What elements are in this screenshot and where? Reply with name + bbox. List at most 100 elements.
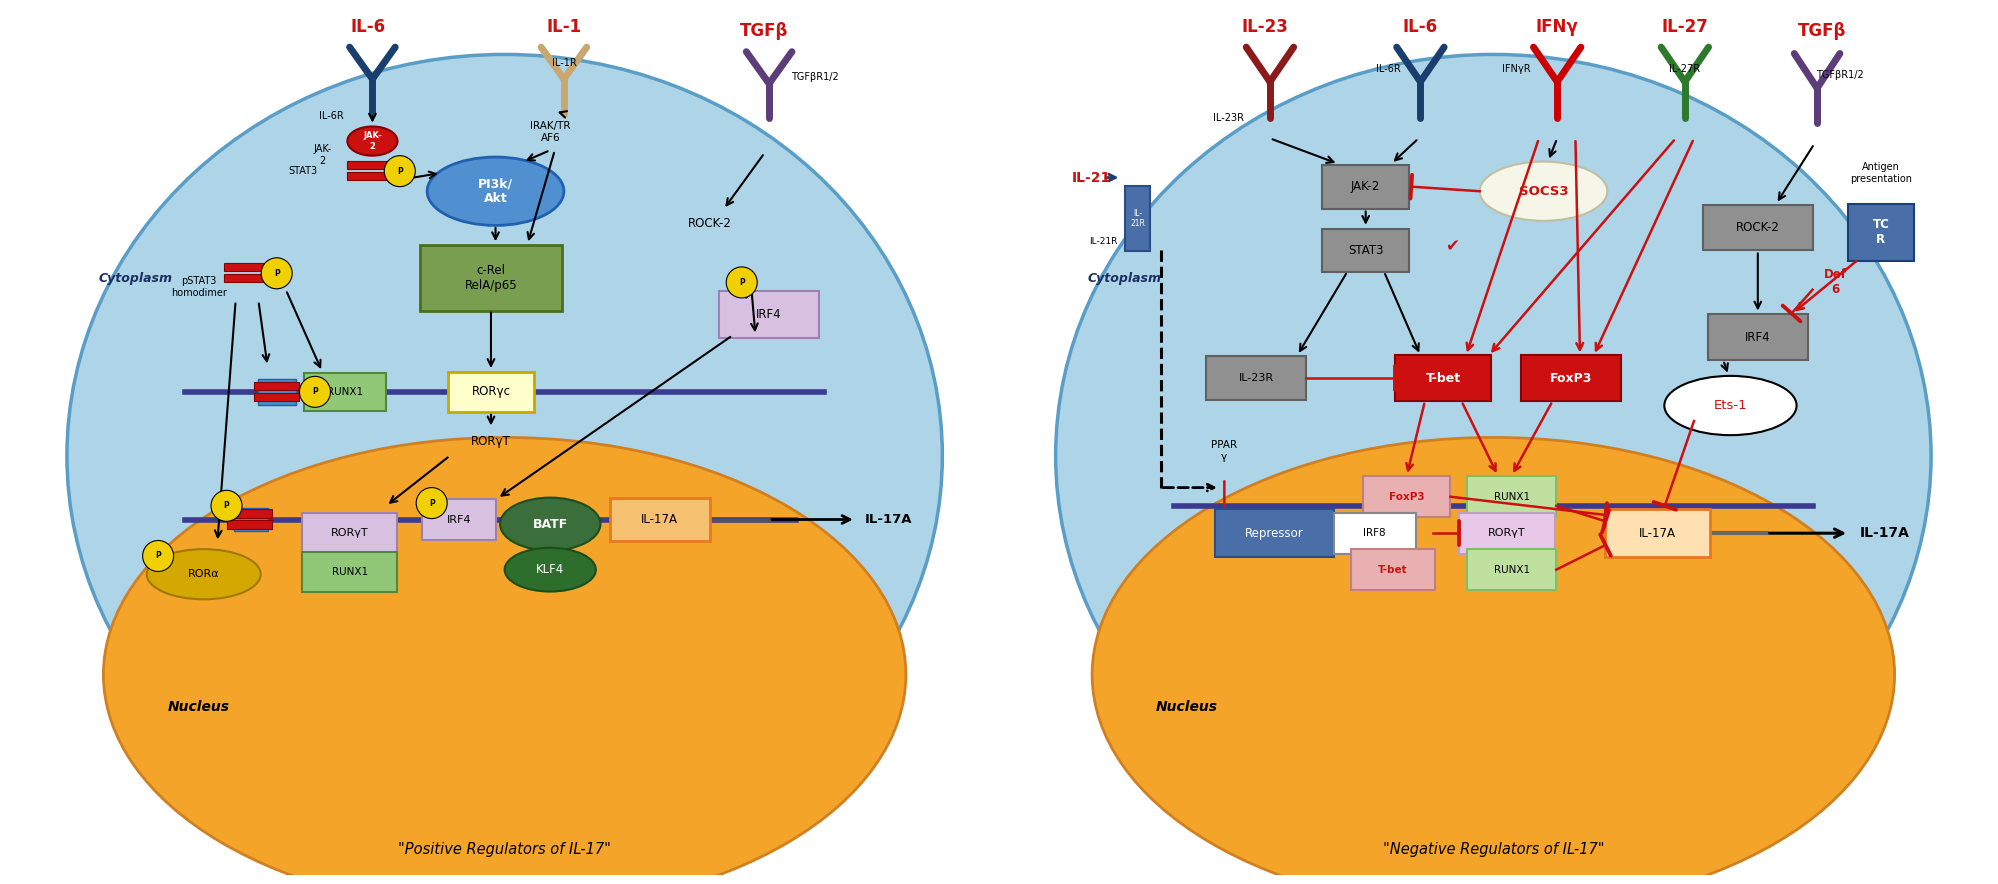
FancyBboxPatch shape <box>1323 164 1409 209</box>
Text: P: P <box>156 552 162 560</box>
FancyBboxPatch shape <box>348 161 398 170</box>
Text: IRF4: IRF4 <box>448 514 472 524</box>
FancyBboxPatch shape <box>1702 205 1812 250</box>
Text: IRAK/TR
AF6: IRAK/TR AF6 <box>529 121 571 142</box>
Text: RUNX1: RUNX1 <box>328 387 364 397</box>
Text: P: P <box>430 499 436 507</box>
Text: Cytoplasm: Cytoplasm <box>1087 272 1161 286</box>
FancyBboxPatch shape <box>254 382 300 390</box>
Circle shape <box>725 267 757 298</box>
Ellipse shape <box>146 549 260 599</box>
Text: IL-6R: IL-6R <box>320 111 344 121</box>
Text: IL-23: IL-23 <box>1243 18 1289 35</box>
FancyBboxPatch shape <box>224 263 274 271</box>
Text: IL-6: IL-6 <box>350 18 386 35</box>
Text: Nucleus: Nucleus <box>168 700 230 714</box>
Text: T-bet: T-bet <box>1427 371 1461 385</box>
Text: ROCK-2: ROCK-2 <box>687 217 731 230</box>
FancyBboxPatch shape <box>1848 204 1914 261</box>
FancyBboxPatch shape <box>1459 513 1554 553</box>
Text: FoxP3: FoxP3 <box>1389 492 1425 502</box>
Text: Def
6: Def 6 <box>1824 269 1846 296</box>
FancyBboxPatch shape <box>1708 315 1808 360</box>
Text: TGFβR1/2: TGFβR1/2 <box>1816 70 1864 80</box>
Text: ROCK-2: ROCK-2 <box>1736 221 1780 234</box>
Text: P: P <box>398 167 404 176</box>
FancyBboxPatch shape <box>1604 509 1710 557</box>
Text: IL-6R: IL-6R <box>1377 65 1401 74</box>
Circle shape <box>300 377 330 408</box>
Text: P: P <box>274 269 280 278</box>
Text: c-Rel
RelA/p65: c-Rel RelA/p65 <box>466 263 517 292</box>
Circle shape <box>384 156 416 187</box>
FancyBboxPatch shape <box>1467 549 1556 591</box>
FancyBboxPatch shape <box>1363 476 1451 517</box>
FancyBboxPatch shape <box>226 521 272 529</box>
Text: STAT3: STAT3 <box>1349 244 1383 257</box>
Text: IL-
21R: IL- 21R <box>1131 209 1145 228</box>
Ellipse shape <box>505 548 595 591</box>
FancyBboxPatch shape <box>1351 549 1435 591</box>
FancyBboxPatch shape <box>1467 476 1556 517</box>
Text: RUNX1: RUNX1 <box>332 568 368 577</box>
Text: IRF4: IRF4 <box>757 308 781 321</box>
Text: TGFβR1/2: TGFβR1/2 <box>791 72 839 82</box>
Text: Antigen
presentation: Antigen presentation <box>1850 162 1912 184</box>
FancyBboxPatch shape <box>226 509 272 518</box>
Text: IL-6: IL-6 <box>1403 18 1439 35</box>
Text: RORγc: RORγc <box>472 385 509 399</box>
Ellipse shape <box>500 498 599 551</box>
Text: RORγT: RORγT <box>472 436 511 448</box>
Text: IL-21R: IL-21R <box>1089 237 1117 246</box>
Circle shape <box>262 258 292 289</box>
Text: IL-23R: IL-23R <box>1239 373 1275 383</box>
Text: IRF4: IRF4 <box>1744 331 1770 344</box>
Text: IL-17A: IL-17A <box>1860 526 1910 540</box>
Ellipse shape <box>1481 162 1606 221</box>
FancyBboxPatch shape <box>422 499 496 539</box>
Text: IL-23R: IL-23R <box>1213 113 1245 123</box>
Text: RORγT: RORγT <box>1489 529 1526 538</box>
Text: PI3k/
Akt: PI3k/ Akt <box>478 177 513 205</box>
FancyBboxPatch shape <box>1125 186 1151 251</box>
Ellipse shape <box>1055 55 1932 857</box>
Text: IL-17A: IL-17A <box>1638 527 1676 540</box>
Text: IL-21: IL-21 <box>1073 171 1111 185</box>
FancyBboxPatch shape <box>258 379 296 405</box>
Circle shape <box>142 540 174 571</box>
FancyBboxPatch shape <box>1215 509 1335 557</box>
FancyBboxPatch shape <box>304 373 386 411</box>
Text: T-bet: T-bet <box>1379 565 1409 575</box>
Text: JAK-
2: JAK- 2 <box>364 132 382 151</box>
FancyBboxPatch shape <box>448 372 533 412</box>
Text: Cytoplasm: Cytoplasm <box>98 272 174 286</box>
Circle shape <box>416 488 448 519</box>
FancyBboxPatch shape <box>1520 355 1620 401</box>
Ellipse shape <box>104 438 905 884</box>
FancyBboxPatch shape <box>1395 355 1491 401</box>
Text: pSTAT3
homodimer: pSTAT3 homodimer <box>172 276 228 298</box>
Text: TGFβ: TGFβ <box>1798 22 1846 40</box>
Text: IL-27: IL-27 <box>1662 18 1708 35</box>
FancyBboxPatch shape <box>719 291 819 338</box>
Text: STAT3: STAT3 <box>288 166 318 176</box>
Text: ✔: ✔ <box>1445 237 1459 255</box>
FancyBboxPatch shape <box>1323 229 1409 272</box>
Text: Nucleus: Nucleus <box>1157 700 1219 714</box>
Text: Repressor: Repressor <box>1245 527 1305 540</box>
Ellipse shape <box>348 126 398 156</box>
Ellipse shape <box>1664 376 1796 435</box>
Text: P: P <box>224 501 230 510</box>
Text: RUNX1: RUNX1 <box>1495 565 1530 575</box>
Text: RUNX1: RUNX1 <box>1495 492 1530 502</box>
Text: JAK-
2: JAK- 2 <box>314 144 332 165</box>
Text: P: P <box>739 278 745 287</box>
Text: "Positive Regulators of IL-17": "Positive Regulators of IL-17" <box>398 842 611 857</box>
FancyBboxPatch shape <box>420 245 561 310</box>
Ellipse shape <box>66 55 943 857</box>
Text: "Negative Regulators of IL-17": "Negative Regulators of IL-17" <box>1383 842 1604 857</box>
FancyBboxPatch shape <box>254 392 300 401</box>
FancyBboxPatch shape <box>302 552 398 592</box>
FancyBboxPatch shape <box>1207 356 1307 400</box>
Text: P: P <box>312 387 318 396</box>
